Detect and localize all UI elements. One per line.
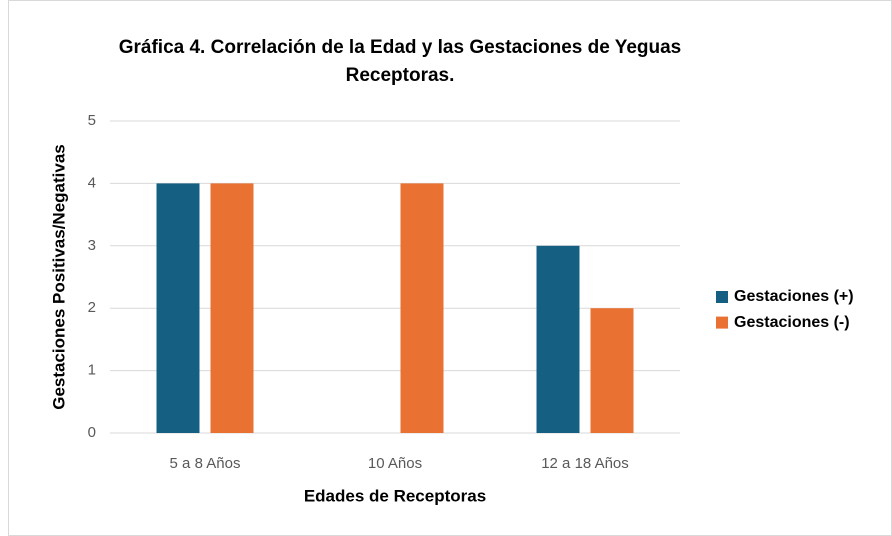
chart-title: Gráfica 4. Correlación de la Edad y las …: [118, 37, 682, 86]
y-tick-label: 2: [88, 299, 96, 316]
legend-label: Gestaciones (-): [734, 314, 850, 331]
y-tick-label: 3: [88, 237, 96, 254]
chart-frame: [8, 0, 892, 536]
x-tick-label: 5 a 8 Años: [170, 455, 241, 472]
y-tick-label: 1: [88, 362, 96, 379]
bar: [210, 183, 254, 433]
y-tick-label: 5: [88, 112, 96, 129]
y-tick-label: 0: [88, 424, 96, 441]
x-tick-label: 10 Años: [368, 455, 422, 472]
bar: [156, 183, 200, 433]
legend-swatch: [716, 316, 728, 329]
y-tick-label: 4: [88, 174, 96, 191]
y-axis-label: Gestaciones Positivas/Negativas: [49, 144, 68, 410]
x-tick-label: 12 a 18 Años: [541, 455, 629, 472]
legend-swatch: [716, 291, 728, 303]
bar: [400, 183, 444, 433]
bar: [590, 308, 634, 433]
legend-label: Gestaciones (+): [734, 288, 854, 305]
x-axis-label: Edades de Receptoras: [304, 486, 486, 505]
bar: [536, 245, 580, 433]
